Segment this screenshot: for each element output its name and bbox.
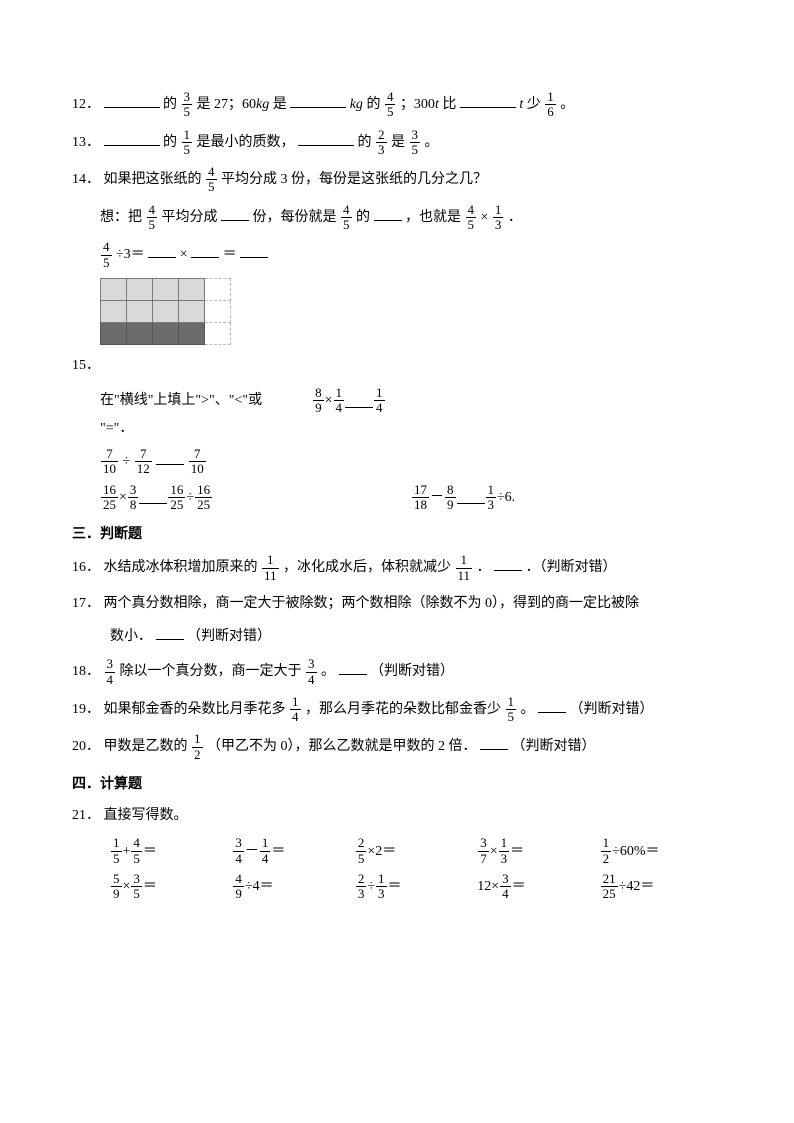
- question-12: 12． 的 35 是 27；60kg 是 kg 的 45 ；300t 比 t 少…: [72, 90, 722, 120]
- blank[interactable]: [240, 244, 268, 258]
- q19-num: 19．: [72, 702, 100, 717]
- fraction: 1625: [101, 483, 118, 513]
- blank[interactable]: [457, 490, 485, 504]
- calc-cell: 15 + 45 ＝: [110, 836, 232, 866]
- blank[interactable]: [480, 736, 508, 750]
- calc-cell: 34 － 14 ＝: [232, 836, 354, 866]
- blank[interactable]: [374, 207, 402, 221]
- calc-row-2: 59 × 35 ＝ 49 ÷ 4 ＝ 23 ÷ 13 ＝ 12 × 34 ＝ 2…: [110, 872, 722, 902]
- blank[interactable]: [156, 626, 184, 640]
- fraction: 1625: [195, 483, 212, 513]
- fraction: 712: [135, 447, 152, 477]
- question-21: 21． 直接写得数。: [72, 803, 722, 828]
- q15-num: 15．: [72, 358, 100, 373]
- q21-num: 21．: [72, 808, 100, 823]
- q12-num: 12．: [72, 97, 100, 112]
- calc-row-1: 15 + 45 ＝ 34 － 14 ＝ 25 × 2 ＝ 37 × 13 ＝ 1…: [110, 836, 722, 866]
- fraction: 14: [374, 386, 385, 416]
- blank[interactable]: [339, 661, 367, 675]
- calc-cell: 12 ÷ 60% ＝: [600, 836, 722, 866]
- fraction: 35: [182, 90, 193, 120]
- q16-num: 16．: [72, 560, 100, 575]
- fraction: 89: [445, 483, 456, 513]
- q17-num: 17．: [72, 596, 100, 611]
- question-20: 20． 甲数是乙数的 12 （甲乙不为 0），那么乙数就是甲数的 2 倍． （判…: [72, 732, 722, 762]
- section-3-heading: 三．判断题: [72, 522, 722, 547]
- blank[interactable]: [104, 132, 160, 146]
- q17-line2: 数小． （判断对错）: [72, 624, 722, 649]
- blank[interactable]: [494, 557, 522, 571]
- fraction: 35: [410, 128, 421, 158]
- question-18: 18． 34 除以一个真分数，商一定大于 34 。 （判断对错）: [72, 657, 722, 687]
- fraction: 14: [290, 695, 301, 725]
- fraction: 15: [506, 695, 517, 725]
- fraction: 1718: [412, 483, 429, 513]
- fraction: 12: [192, 732, 203, 762]
- calc-cell: 23 ÷ 13 ＝: [355, 872, 477, 902]
- fraction: 34: [105, 657, 116, 687]
- fraction: 23: [376, 128, 387, 158]
- fraction: 111: [456, 553, 473, 583]
- fraction: 45: [466, 203, 477, 233]
- calc-cell: 37 × 13 ＝: [477, 836, 599, 866]
- blank[interactable]: [221, 207, 249, 221]
- fraction: 710: [189, 447, 206, 477]
- q14-line3: 45 ÷3＝ × ＝: [72, 240, 722, 270]
- q14-grid-figure: [100, 278, 722, 345]
- fraction: 1625: [168, 483, 185, 513]
- question-15: 15．: [72, 353, 722, 378]
- fraction: 16: [545, 90, 556, 120]
- q14-line2: 想：把 45 平均分成 份，每份就是 45 的 ，也就是 45 × 13 ．: [72, 203, 722, 233]
- blank[interactable]: [298, 132, 354, 146]
- fraction: 45: [147, 203, 158, 233]
- fraction: 13: [486, 483, 497, 513]
- calc-cell: 2125 ÷ 42 ＝: [600, 872, 722, 902]
- fraction: 45: [341, 203, 352, 233]
- fraction: 13: [493, 203, 504, 233]
- fraction: 111: [262, 553, 279, 583]
- blank[interactable]: [148, 244, 176, 258]
- fraction: 45: [385, 90, 396, 120]
- blank[interactable]: [191, 244, 219, 258]
- question-16: 16． 水结成冰体积增加原来的 111 ，冰化成水后，体积就减少 111 ． ．…: [72, 553, 722, 583]
- q18-num: 18．: [72, 664, 100, 679]
- calc-cell: 12 × 34 ＝: [477, 872, 599, 902]
- question-13: 13． 的 15 是最小的质数， 的 23 是 35 。: [72, 128, 722, 158]
- q15-body: 在"横线"上填上">"、"<"或 89 × 14 14 "="． 710 ÷ 7…: [72, 386, 722, 512]
- fraction: 34: [306, 657, 317, 687]
- fraction: 15: [182, 128, 193, 158]
- fraction: 45: [206, 165, 217, 195]
- q14-num: 14．: [72, 172, 100, 187]
- fraction: 14: [334, 386, 345, 416]
- blank[interactable]: [290, 94, 346, 108]
- blank[interactable]: [156, 451, 184, 465]
- blank[interactable]: [139, 490, 167, 504]
- question-14: 14． 如果把这张纸的 45 平均分成 3 份，每份是这张纸的几分之几？: [72, 165, 722, 195]
- fraction: 89: [313, 386, 324, 416]
- section-4-heading: 四．计算题: [72, 772, 722, 797]
- blank[interactable]: [460, 94, 516, 108]
- calc-cell: 49 ÷ 4 ＝: [232, 872, 354, 902]
- question-19: 19． 如果郁金香的朵数比月季花多 14 ，那么月季花的朵数比郁金香少 15 。…: [72, 695, 722, 725]
- calc-cell: 25 × 2 ＝: [355, 836, 477, 866]
- q20-num: 20．: [72, 739, 100, 754]
- calc-cell: 59 × 35 ＝: [110, 872, 232, 902]
- blank[interactable]: [538, 699, 566, 713]
- blank[interactable]: [345, 394, 373, 408]
- fraction: 45: [101, 240, 112, 270]
- blank[interactable]: [104, 94, 160, 108]
- question-17: 17． 两个真分数相除，商一定大于被除数；两个数相除（除数不为 0），得到的商一…: [72, 591, 722, 616]
- fraction: 710: [101, 447, 118, 477]
- q13-num: 13．: [72, 135, 100, 150]
- fraction: 38: [128, 483, 139, 513]
